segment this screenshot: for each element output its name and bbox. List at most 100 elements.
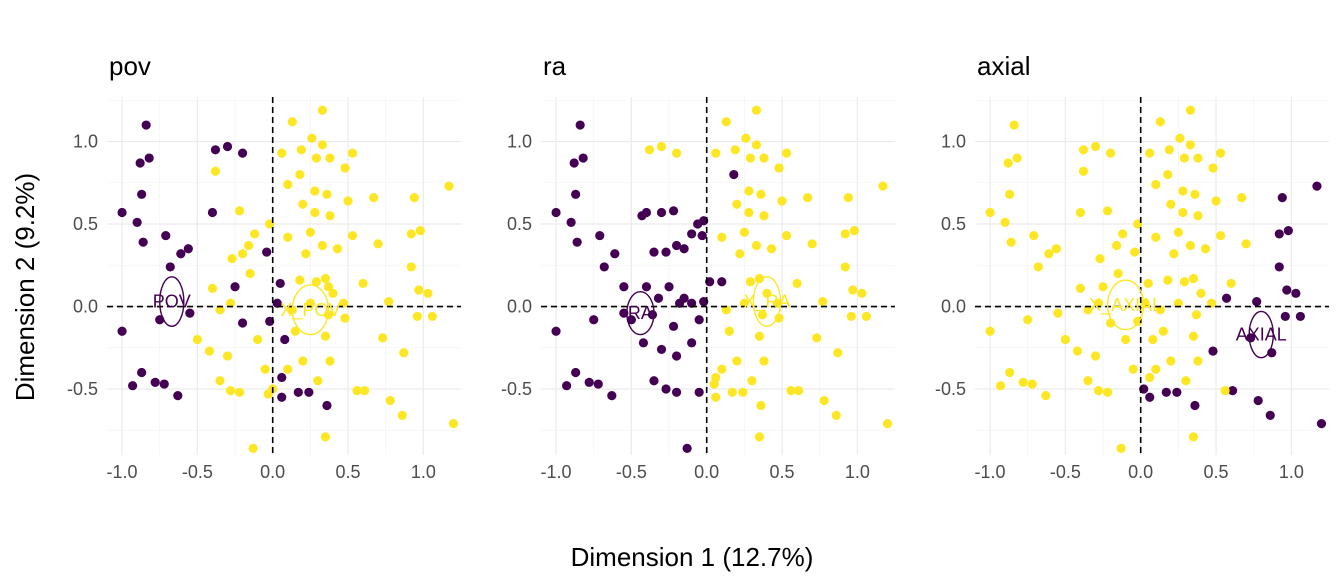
- data-point: [1158, 326, 1168, 336]
- data-point: [584, 377, 594, 388]
- data-point: [679, 293, 689, 303]
- data-point: [759, 153, 769, 163]
- data-point: [305, 227, 315, 237]
- data-point: [1172, 387, 1182, 397]
- data-point: [571, 367, 581, 378]
- data-point: [1166, 356, 1176, 366]
- y-tick-label: 0.5: [941, 214, 966, 234]
- data-point: [1075, 283, 1086, 293]
- data-point: [277, 372, 287, 383]
- y-axis-title: Dimension 2 (9.2%): [10, 173, 40, 401]
- data-point: [343, 196, 353, 206]
- data-point: [313, 376, 323, 386]
- data-point: [882, 419, 893, 429]
- data-point: [1121, 334, 1131, 345]
- data-point: [1072, 346, 1083, 356]
- data-point: [745, 277, 755, 287]
- data-point: [204, 346, 215, 356]
- data-point: [1277, 193, 1287, 203]
- data-point: [1196, 288, 1206, 298]
- data-point: [1023, 315, 1033, 325]
- data-point: [305, 298, 315, 308]
- data-point: [1027, 379, 1037, 389]
- data-point: [861, 311, 871, 322]
- data-point: [792, 278, 802, 289]
- data-point: [1291, 288, 1301, 298]
- data-point: [310, 207, 320, 218]
- data-point: [671, 240, 682, 251]
- data-point: [647, 310, 658, 320]
- data-point: [671, 148, 682, 158]
- data-point: [227, 254, 237, 264]
- data-point: [225, 298, 236, 308]
- data-point: [562, 381, 572, 391]
- data-point: [1006, 237, 1016, 247]
- data-point: [1078, 145, 1089, 155]
- data-point: [1188, 432, 1199, 442]
- y-tick-label: 0.0: [941, 297, 966, 317]
- data-point: [215, 305, 225, 315]
- data-point: [1173, 298, 1183, 308]
- data-point: [1051, 244, 1061, 254]
- data-point: [1060, 334, 1070, 345]
- data-point: [840, 229, 850, 239]
- data-point: [1105, 148, 1116, 158]
- data-point: [237, 148, 248, 158]
- data-point: [1029, 230, 1039, 241]
- data-point: [210, 145, 221, 155]
- data-point: [275, 278, 285, 289]
- data-point: [1193, 211, 1203, 221]
- data-point: [338, 298, 349, 308]
- data-point: [1191, 310, 1202, 320]
- x-tick-label: -0.5: [616, 462, 647, 482]
- data-point: [444, 181, 454, 191]
- data-point: [840, 262, 850, 272]
- data-point: [325, 356, 335, 366]
- confidence-ellipse: [159, 276, 185, 328]
- data-point: [132, 217, 142, 227]
- data-point: [347, 230, 358, 241]
- data-point: [843, 193, 853, 203]
- data-point: [1044, 249, 1054, 259]
- data-point: [320, 432, 331, 442]
- data-point: [664, 282, 674, 292]
- y-tick-label: 0.5: [507, 214, 532, 234]
- data-point: [671, 351, 682, 361]
- x-tick-label: 1.0: [1279, 462, 1304, 482]
- data-point: [732, 199, 742, 209]
- y-tick-label: -0.5: [501, 379, 532, 399]
- data-point: [245, 268, 255, 279]
- data-point: [1188, 331, 1199, 341]
- category-label: AXIAL: [1236, 325, 1287, 345]
- data-point: [1178, 207, 1188, 218]
- y-tick-label: 1.0: [73, 132, 98, 152]
- data-point: [687, 298, 697, 308]
- data-point: [781, 148, 792, 158]
- data-point: [397, 410, 407, 421]
- data-point: [290, 326, 300, 336]
- data-point: [1053, 308, 1063, 318]
- data-point: [671, 387, 682, 397]
- data-point: [1185, 140, 1196, 150]
- category-label: RA: [628, 303, 653, 323]
- data-point: [656, 344, 667, 355]
- data-point: [332, 244, 343, 254]
- data-point: [751, 140, 762, 150]
- data-point: [1009, 120, 1019, 130]
- data-point: [781, 230, 792, 241]
- data-point: [774, 163, 784, 173]
- data-point: [656, 141, 667, 152]
- data-point: [857, 288, 867, 298]
- data-point: [320, 273, 331, 284]
- data-point: [766, 244, 777, 254]
- data-point: [1190, 189, 1200, 199]
- data-point: [250, 229, 260, 239]
- data-point: [1274, 229, 1284, 239]
- data-point: [1000, 217, 1010, 227]
- data-point: [176, 249, 186, 259]
- data-point: [1090, 351, 1101, 361]
- data-point: [595, 230, 605, 241]
- data-point: [237, 318, 248, 328]
- data-point: [159, 379, 169, 389]
- data-point: [644, 145, 655, 155]
